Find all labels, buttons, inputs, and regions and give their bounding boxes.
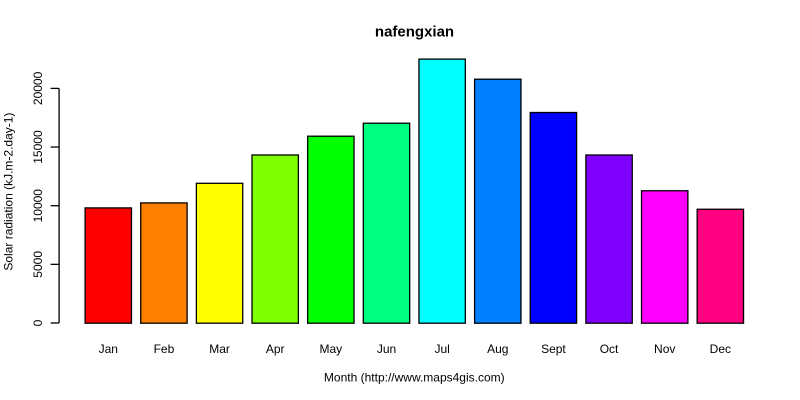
svg-text:Mar: Mar — [209, 342, 230, 356]
svg-text:Solar radiation (kJ.m-2.day-1): Solar radiation (kJ.m-2.day-1) — [2, 113, 16, 271]
svg-text:10000: 10000 — [31, 189, 45, 223]
svg-text:20000: 20000 — [31, 71, 45, 105]
svg-text:5000: 5000 — [31, 251, 45, 278]
svg-text:nafengxian: nafengxian — [375, 24, 454, 41]
svg-text:Nov: Nov — [654, 342, 675, 356]
svg-text:Oct: Oct — [600, 342, 619, 356]
svg-text:Jan: Jan — [99, 342, 118, 356]
svg-text:Jul: Jul — [434, 342, 449, 356]
svg-text:Feb: Feb — [154, 342, 175, 356]
svg-text:Jun: Jun — [377, 342, 396, 356]
svg-text:Apr: Apr — [266, 342, 285, 356]
svg-text:Sept: Sept — [541, 342, 566, 356]
svg-text:15000: 15000 — [31, 130, 45, 164]
svg-text:Dec: Dec — [710, 342, 731, 356]
svg-text:Aug: Aug — [487, 342, 508, 356]
svg-text:0: 0 — [31, 319, 45, 326]
svg-text:Month (http://www.maps4gis.com: Month (http://www.maps4gis.com) — [324, 371, 505, 385]
svg-text:May: May — [320, 342, 343, 356]
